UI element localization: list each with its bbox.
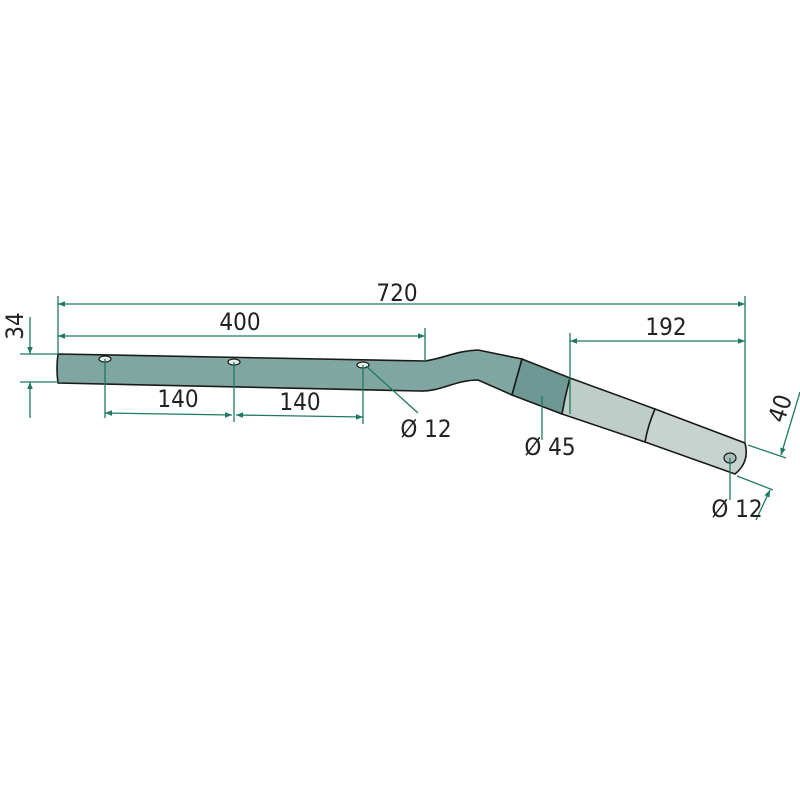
dimension-straight-length: 400: [58, 308, 426, 361]
dimension-hole-diameter: Ø 12: [365, 365, 452, 443]
dimension-hole-spacing: 140 140: [104, 359, 364, 424]
label-sleeve-diameter: Ø 45: [524, 433, 575, 461]
tube-body: [56, 349, 524, 397]
sleeve: [511, 357, 571, 416]
dimension-sleeve-diameter: Ø 45: [524, 396, 576, 461]
label-192: 192: [645, 313, 686, 341]
dimension-end-length: 192: [569, 313, 745, 414]
label-140-b: 140: [279, 388, 320, 416]
label-400: 400: [219, 308, 260, 336]
dimension-tube-height: 34: [1, 312, 58, 418]
label-140-a: 140: [157, 385, 198, 413]
dimension-overall-length: 720: [57, 279, 746, 442]
label-hole-diameter: Ø 12: [400, 415, 451, 443]
label-40: 40: [763, 391, 798, 426]
label-720: 720: [376, 279, 417, 307]
end-section-2: [644, 407, 748, 475]
end-section-1: [561, 376, 656, 444]
label-34: 34: [1, 312, 29, 339]
dimension-end-hole-diameter: Ø 12: [711, 458, 763, 523]
label-end-hole-diameter: Ø 12: [711, 495, 762, 523]
